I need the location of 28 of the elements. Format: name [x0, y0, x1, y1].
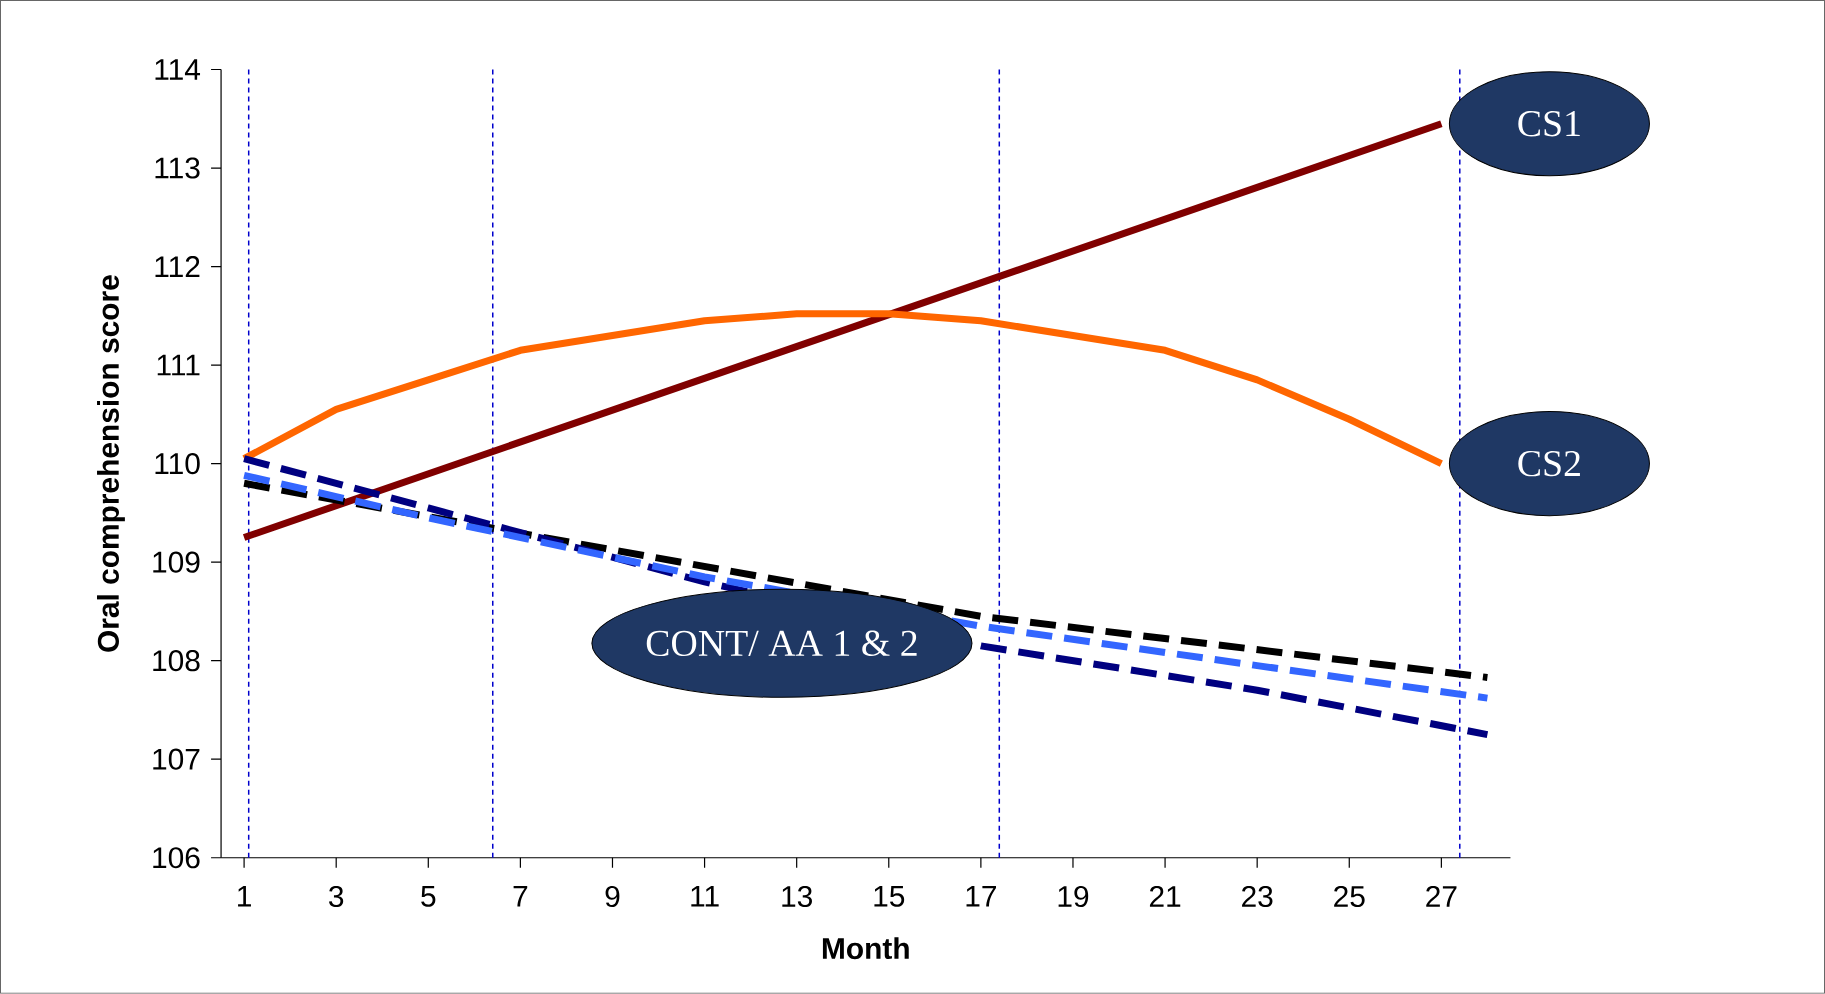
x-tick-label: 1 — [238, 886, 251, 907]
x-tick-label: 3 — [329, 886, 344, 908]
annotation: CONT/ AA 1 & 2 — [646, 630, 917, 657]
x-tick-label: 9 — [605, 886, 620, 908]
x-tick-label: 13 — [782, 886, 812, 908]
y-tick-label: 111 — [157, 354, 200, 376]
x-tick-label: 15 — [874, 886, 905, 907]
x-tick-label: 19 — [1058, 886, 1089, 908]
y-tick-label: 114 — [155, 59, 201, 80]
x-tick-label: 23 — [1242, 886, 1273, 908]
x-tick-label: 21 — [1149, 886, 1181, 907]
y-axis-title: Oral comprehension score — [97, 275, 125, 652]
x-tick-label: 7 — [513, 886, 528, 907]
y-tick-label: 106 — [153, 847, 200, 869]
y-tick-label: 112 — [155, 256, 200, 278]
annotation: CS2 — [1518, 451, 1580, 477]
x-axis-title: Month — [822, 937, 909, 960]
y-tick-label: 110 — [155, 453, 200, 475]
y-tick-label: 108 — [153, 650, 200, 672]
annotation: CS1 — [1518, 111, 1580, 137]
y-tick-label: 109 — [153, 551, 200, 573]
y-tick-label: 113 — [155, 157, 200, 179]
x-tick-label: 25 — [1334, 886, 1365, 908]
x-tick-label: 11 — [691, 886, 719, 907]
x-tick-label: 5 — [421, 886, 436, 907]
y-tick-label: 107 — [153, 748, 200, 770]
x-tick-label: 27 — [1426, 886, 1457, 907]
x-tick-label: 17 — [966, 886, 996, 907]
